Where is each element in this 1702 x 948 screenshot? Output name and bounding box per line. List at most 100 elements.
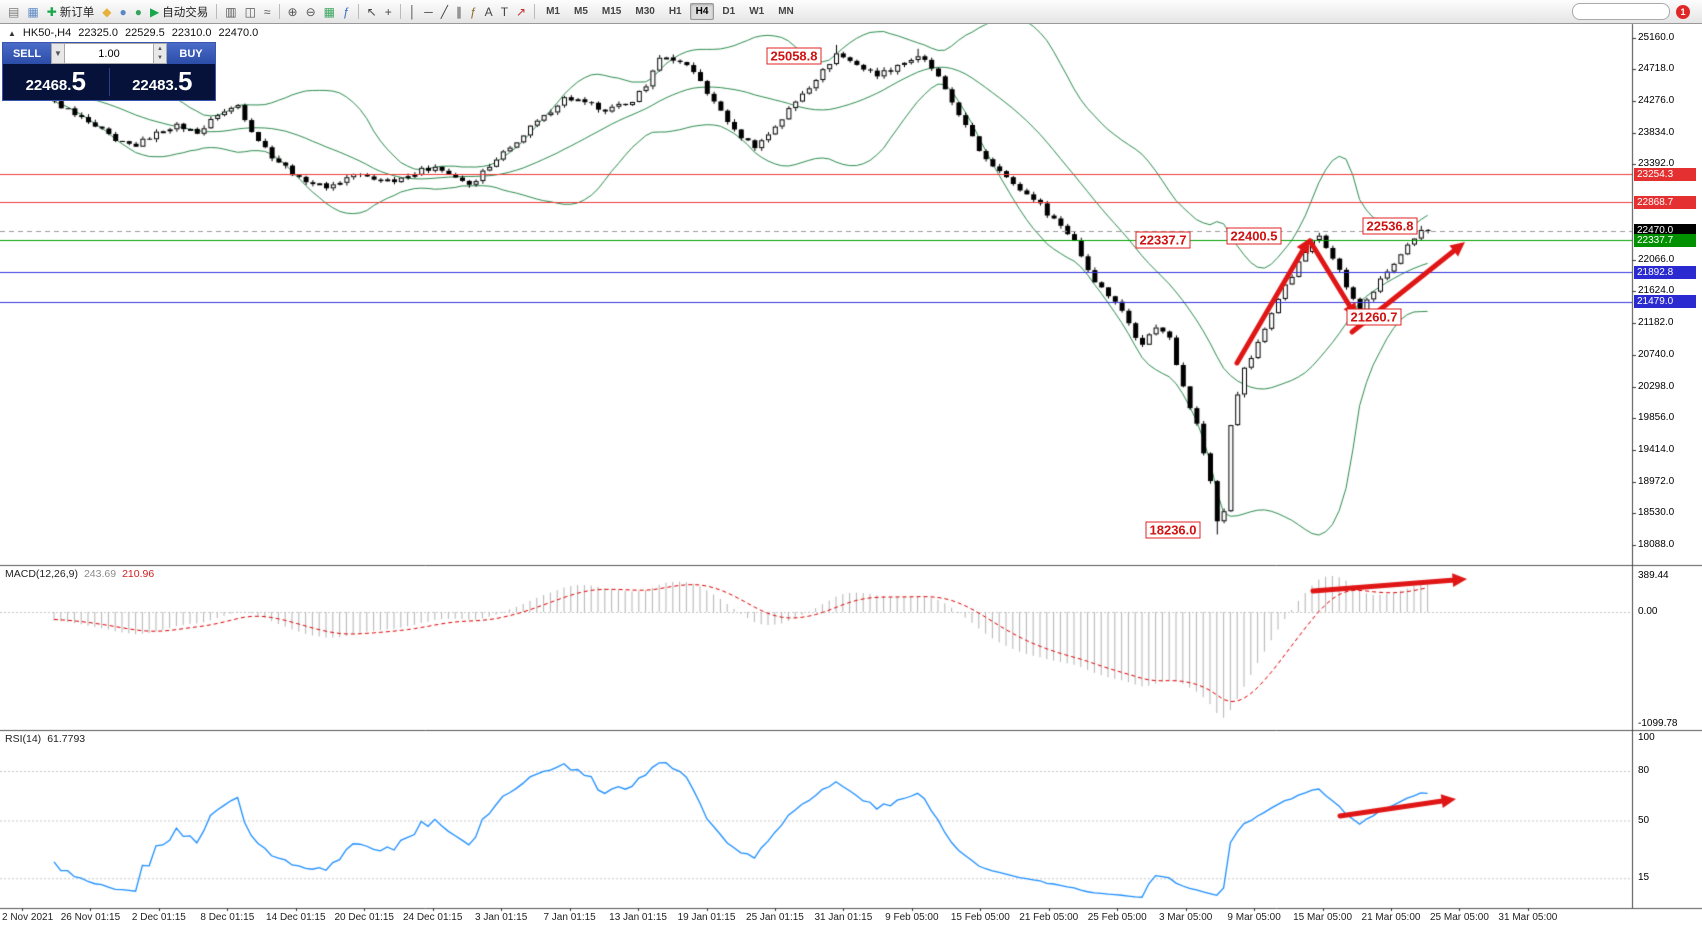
price-annotation[interactable]: 22400.5 (1226, 227, 1282, 245)
new-chart-icon[interactable]: ▤ (5, 2, 22, 21)
line-chart-icon[interactable]: ≈ (261, 2, 274, 21)
timeframe-button-mn[interactable]: MN (778, 6, 794, 17)
one-click-trading-panel: SELL ▼ 1.00 ▲ ▼ BUY 22468. 5 22483. 5 (2, 42, 216, 101)
zoom-in-icon-glyph: ⊕ (287, 4, 298, 19)
timeframe-toolbar: M1 M5 M15 M30 H1 H4 D1 W1 MN (539, 3, 801, 20)
time-axis-label: 21 Mar 05:00 (1361, 912, 1421, 923)
time-axis-label: 2 Dec 01:15 (131, 912, 186, 923)
price-axis-tick: 21624.0 (1638, 285, 1675, 297)
arrow-tool-icon[interactable]: ↗ (513, 2, 529, 21)
volume-decrease-button[interactable]: ▼ (157, 55, 163, 62)
rsi-indicator-label: RSI(14) 61.7793 (5, 733, 85, 745)
label-icon[interactable]: T (498, 2, 511, 21)
new-order-button[interactable]: ✚ 新订单 (44, 2, 98, 21)
price-annotation[interactable]: 25058.8 (766, 47, 822, 65)
price-axis-tick: 24276.0 (1638, 95, 1675, 107)
label-icon-glyph: T (500, 4, 509, 19)
line-chart-icon-glyph: ≈ (263, 4, 271, 19)
fibonacci-icon[interactable]: ƒ (467, 2, 480, 21)
price-annotation[interactable]: 21260.7 (1346, 308, 1402, 326)
time-axis-label: 2 Nov 2021 (2, 912, 54, 923)
cursor-icon[interactable]: ↖ (364, 2, 380, 21)
macd-axis-label: -1099.78 (1638, 718, 1678, 729)
tile-windows-icon-glyph: ▦ (323, 4, 335, 19)
trendline-icon[interactable]: ╱ (438, 2, 451, 21)
bar-chart-icon-glyph: ▥ (225, 4, 237, 19)
zoom-in-icon[interactable]: ⊕ (285, 2, 301, 21)
price-annotation[interactable]: 18236.0 (1145, 521, 1201, 539)
price-annotation[interactable]: 22536.8 (1362, 217, 1418, 235)
volume-increase-button[interactable]: ▲ (157, 45, 163, 52)
search-input[interactable] (1578, 4, 1702, 19)
timeframe-button-m15[interactable]: M15 (601, 6, 622, 17)
price-axis-tick: 22066.0 (1638, 253, 1675, 265)
vertical-line-icon-glyph: │ (408, 4, 417, 19)
charts-icon[interactable]: ▦ (24, 2, 41, 21)
buy-button[interactable]: BUY (167, 43, 215, 64)
text-icon-glyph: A (484, 4, 493, 19)
crosshair-icon[interactable]: + (382, 2, 395, 21)
rsi-name: RSI(14) (5, 733, 42, 745)
timeframe-button-h1[interactable]: H1 (668, 6, 682, 17)
community-icon[interactable]: ● (132, 2, 145, 21)
horizontal-line-icon[interactable]: ─ (421, 2, 436, 21)
time-axis-label: 31 Mar 05:00 (1498, 912, 1558, 923)
horizontal-line-icon-glyph: ─ (424, 4, 433, 19)
time-axis-label: 25 Mar 05:00 (1429, 912, 1489, 923)
time-axis-label: 8 Dec 01:15 (200, 912, 255, 923)
toolbar-separator (399, 4, 401, 19)
time-axis-label: 9 Feb 05:00 (885, 912, 939, 923)
quote-symbol: HK50-,H4 (22, 27, 72, 39)
timeframe-button-h4[interactable]: H4 (689, 3, 715, 20)
price-axis-tick: 20298.0 (1638, 380, 1675, 392)
volume-stepper: ▲ ▼ (154, 43, 167, 64)
timeframe-button-m5[interactable]: M5 (574, 6, 588, 17)
macd-name: MACD(12,26,9) (5, 568, 78, 580)
channel-icon[interactable]: ∥ (453, 2, 465, 21)
candlestick-chart-icon[interactable]: ◫ (242, 2, 259, 21)
time-axis-label: 20 Dec 01:15 (334, 912, 395, 923)
auto-trading-button-label: 自动交易 (162, 6, 209, 19)
quote-low: 22310.0 (171, 27, 212, 39)
price-axis-tick: 21182.0 (1638, 317, 1674, 329)
price-level-badge: 21479.0 (1634, 295, 1696, 309)
new-order-button-glyph: ✚ (46, 4, 57, 19)
indicators-icon-glyph: ƒ (342, 4, 350, 19)
text-icon[interactable]: A (482, 2, 496, 21)
sell-price-int: 22468. (25, 77, 72, 94)
symbol-up-icon: ▲ (8, 28, 16, 38)
price-annotation[interactable]: 22337.7 (1135, 231, 1191, 249)
timeframe-button-m1[interactable]: M1 (546, 6, 560, 17)
rsi-value: 61.7793 (47, 733, 86, 745)
zoom-out-icon[interactable]: ⊖ (303, 2, 319, 21)
profile-icon[interactable]: ● (116, 2, 129, 21)
time-axis-label: 15 Feb 05:00 (950, 912, 1010, 923)
macd-main-value: 243.69 (83, 568, 117, 580)
bar-chart-icon[interactable]: ▥ (222, 2, 239, 21)
toolbar-separator (216, 4, 218, 19)
rsi-axis-label: 100 (1638, 732, 1655, 743)
timeframe-button-w1[interactable]: W1 (749, 6, 765, 17)
timeframe-button-m30[interactable]: M30 (635, 6, 655, 17)
sell-button[interactable]: SELL (3, 43, 51, 64)
vertical-line-icon[interactable]: │ (406, 2, 420, 21)
price-axis-tick: 20740.0 (1638, 348, 1675, 360)
auto-trading-button[interactable]: ▶ 自动交易 (147, 2, 211, 21)
timeframe-button-d1[interactable]: D1 (722, 6, 736, 17)
quote-line: ▲ HK50-,H4 22325.0 22529.5 22310.0 22470… (8, 27, 258, 39)
volume-dropdown-button[interactable]: ▼ (51, 43, 65, 64)
time-axis-label: 15 Mar 05:00 (1293, 912, 1353, 923)
price-axis-tick: 23392.0 (1638, 158, 1675, 170)
arrow-tool-icon-glyph: ↗ (516, 4, 527, 19)
notification-badge[interactable]: 1 (1676, 4, 1690, 19)
tile-windows-icon[interactable]: ▦ (321, 2, 338, 21)
price-axis-tick: 24718.0 (1638, 63, 1675, 75)
indicators-icon[interactable]: ƒ (340, 2, 353, 21)
macd-axis-label: 389.44 (1638, 570, 1669, 581)
volume-input[interactable]: 1.00 (65, 43, 154, 64)
toolbar-separator (357, 4, 359, 19)
favorites-icon[interactable]: ◆ (99, 2, 114, 21)
time-axis-label: 3 Jan 01:15 (475, 912, 528, 923)
